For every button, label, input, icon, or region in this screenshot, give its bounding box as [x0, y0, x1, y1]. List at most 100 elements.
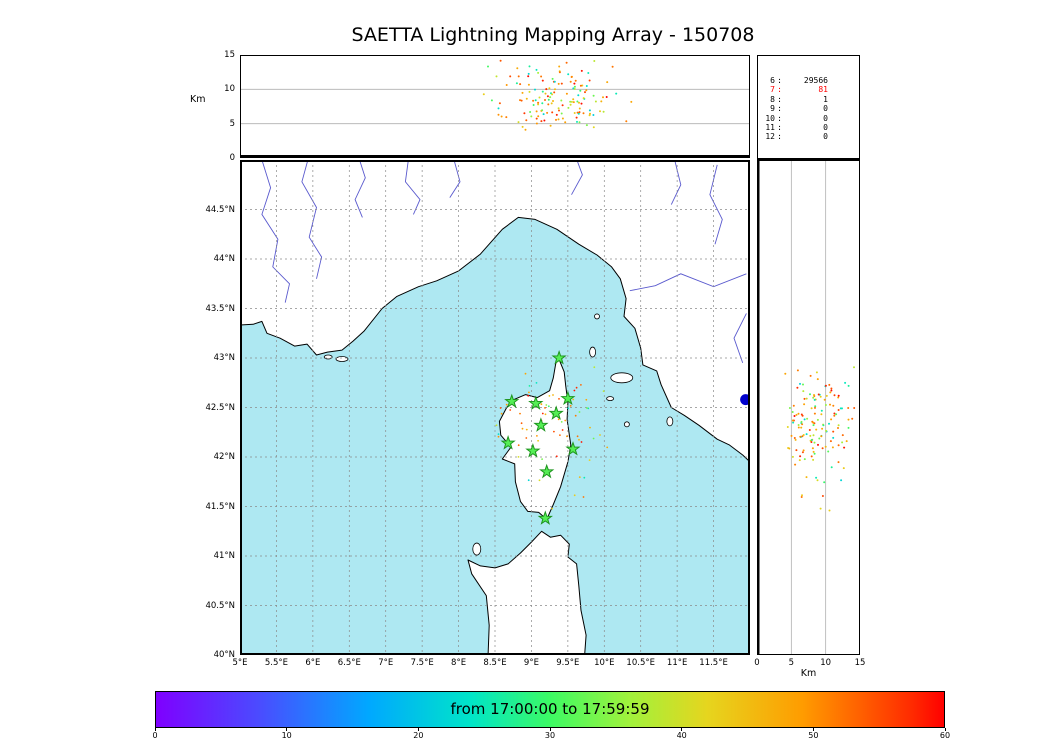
map-lat-tick: 44.5°N	[205, 204, 235, 215]
lightning-point	[546, 95, 549, 98]
lightning-point	[833, 412, 836, 415]
lightning-point	[555, 113, 558, 116]
lightning-point	[797, 424, 800, 426]
lightning-point	[578, 121, 581, 124]
stat-cell: 0	[823, 104, 828, 114]
lightning-point	[548, 395, 551, 397]
stat-cell: 29566	[803, 76, 828, 85]
lightning-point	[525, 119, 528, 122]
lightning-point	[832, 404, 835, 407]
lightning-point	[800, 496, 803, 498]
lightning-point	[542, 113, 545, 116]
lightning-point	[565, 61, 568, 64]
stat-cell: :	[777, 123, 782, 133]
lightning-point	[585, 124, 588, 127]
stat-cell: 9	[770, 104, 775, 114]
lightning-point	[557, 82, 560, 85]
map-lon-tick: 9°E	[523, 658, 539, 668]
lightning-point	[534, 99, 537, 102]
lightning-point	[544, 407, 546, 409]
map-lat-tick: 42.5°N	[205, 402, 235, 413]
lightning-point	[537, 71, 540, 74]
lightning-point	[837, 396, 840, 399]
lightning-point	[847, 407, 850, 409]
colorbar-label: from 17:00:00 to 17:59:59	[450, 700, 650, 718]
lightning-point	[812, 424, 815, 427]
lightning-point	[795, 413, 798, 416]
lightning-point	[519, 83, 522, 86]
lightning-point	[535, 122, 538, 125]
lightning-point	[808, 429, 811, 431]
lightning-point	[847, 426, 850, 429]
lightning-point	[825, 394, 828, 397]
lightning-point	[797, 412, 800, 415]
lightning-point	[819, 507, 822, 510]
lightning-point	[813, 398, 816, 401]
lightning-point	[521, 91, 524, 94]
lightning-point	[790, 434, 793, 437]
lightning-point	[544, 413, 547, 416]
lightning-point	[787, 447, 790, 449]
right-panel-xlabel: Km	[800, 668, 817, 679]
top-panel-ytick: 5	[229, 118, 235, 129]
lightning-point	[552, 100, 554, 102]
lightning-point	[547, 103, 550, 106]
stat-cell: :	[777, 85, 782, 95]
lightning-point	[824, 404, 827, 406]
lightning-point	[837, 409, 840, 411]
lightning-point	[520, 99, 523, 102]
map-lat-tick: 41°N	[213, 551, 235, 561]
lightning-point	[851, 417, 854, 420]
lightning-point	[585, 398, 588, 401]
colorbar-tick-label: 0	[152, 730, 158, 740]
lightning-point	[802, 434, 805, 436]
lightning-point	[816, 378, 819, 381]
lightning-point	[809, 434, 812, 437]
stat-row: 9: 0	[758, 104, 859, 113]
lightning-point	[557, 418, 560, 421]
stat-cell: 0	[823, 113, 828, 123]
colorbar-tickmark	[812, 728, 814, 731]
lightning-point	[569, 100, 572, 103]
stat-cell: 10	[765, 113, 775, 123]
river	[404, 160, 421, 215]
lightning-point	[517, 75, 520, 78]
lightning-point	[830, 418, 833, 421]
lightning-point	[792, 404, 795, 407]
colorbar-tickmark	[944, 728, 946, 731]
blue-site-marker	[740, 394, 750, 406]
lightning-point	[841, 434, 844, 437]
lightning-point	[579, 84, 582, 87]
lightning-point	[566, 435, 568, 438]
lightning-point	[538, 96, 541, 99]
colorbar-tick-label: 20	[413, 730, 424, 740]
lightning-point	[532, 104, 535, 106]
colorbar-tick-label: 60	[939, 730, 951, 740]
lightning-point	[786, 426, 789, 428]
island	[323, 354, 333, 360]
stat-cell: :	[777, 132, 782, 142]
island	[335, 356, 349, 362]
colorbar-tickmark	[286, 728, 288, 731]
lightning-point	[577, 112, 580, 115]
lightning-point	[580, 69, 583, 72]
lightning-point	[803, 458, 806, 461]
lightning-point	[829, 391, 832, 394]
lightning-point	[821, 495, 824, 497]
stat-row: 6: 29566	[758, 76, 859, 85]
map-lon-tick: 8°E	[451, 658, 467, 668]
lightning-point	[798, 459, 801, 462]
lightning-point	[801, 423, 804, 426]
lightning-point	[837, 424, 840, 427]
station-marker	[500, 435, 516, 450]
lightning-point	[544, 99, 546, 101]
lightning-point	[538, 479, 541, 482]
lightning-point	[505, 116, 508, 119]
lightning-point	[593, 366, 596, 369]
lightning-point	[561, 104, 564, 107]
lightning-point	[615, 92, 618, 95]
lightning-point	[541, 109, 544, 112]
lightning-point	[625, 120, 628, 123]
lightning-point	[821, 427, 824, 430]
lightning-point	[810, 407, 813, 410]
